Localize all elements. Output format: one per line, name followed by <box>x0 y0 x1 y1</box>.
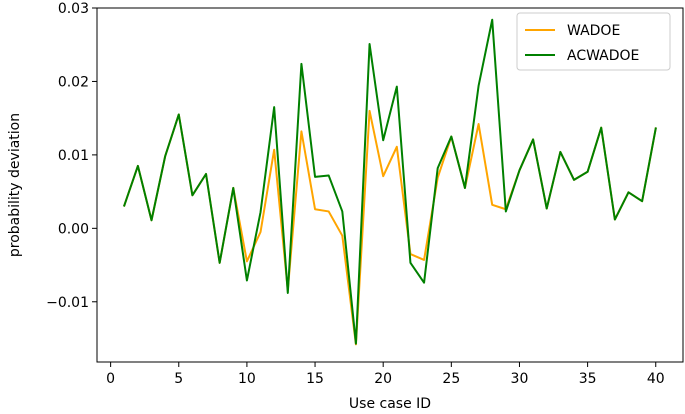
series-line-acwadoe <box>122 18 657 345</box>
y-tick-label: 0.01 <box>58 148 89 164</box>
y-axis-label: probability deviation <box>7 113 23 257</box>
y-tick-label: 0.02 <box>58 74 89 90</box>
plot-frame <box>96 7 684 363</box>
x-tick-label: 5 <box>174 371 183 387</box>
y-tick-label: 0.03 <box>58 1 89 17</box>
legend: WADOE ACWADOE <box>516 12 671 71</box>
chart-series <box>122 18 657 346</box>
x-tick-label: 10 <box>238 371 256 387</box>
x-tick-label: 20 <box>374 371 392 387</box>
x-tick-label: 25 <box>442 371 460 387</box>
series-line-wadoe <box>122 109 657 346</box>
x-tick-label: 40 <box>647 371 665 387</box>
legend-label-wadoe: WADOE <box>567 23 620 39</box>
x-tick-label: 15 <box>306 371 324 387</box>
y-tick-label: −0.01 <box>46 295 89 311</box>
y-tick-label: 0.00 <box>58 221 89 237</box>
x-axis-ticks: 0 5 10 15 20 25 30 35 40 <box>106 362 665 387</box>
x-axis-label: Use case ID <box>349 396 431 412</box>
legend-box <box>516 12 671 71</box>
x-tick-label: 0 <box>106 371 115 387</box>
x-tick-label: 35 <box>579 371 597 387</box>
x-tick-label: 30 <box>511 371 529 387</box>
legend-label-acwadoe: ACWADOE <box>567 48 639 64</box>
y-axis-ticks: −0.01 0.00 0.01 0.02 0.03 <box>46 1 97 311</box>
